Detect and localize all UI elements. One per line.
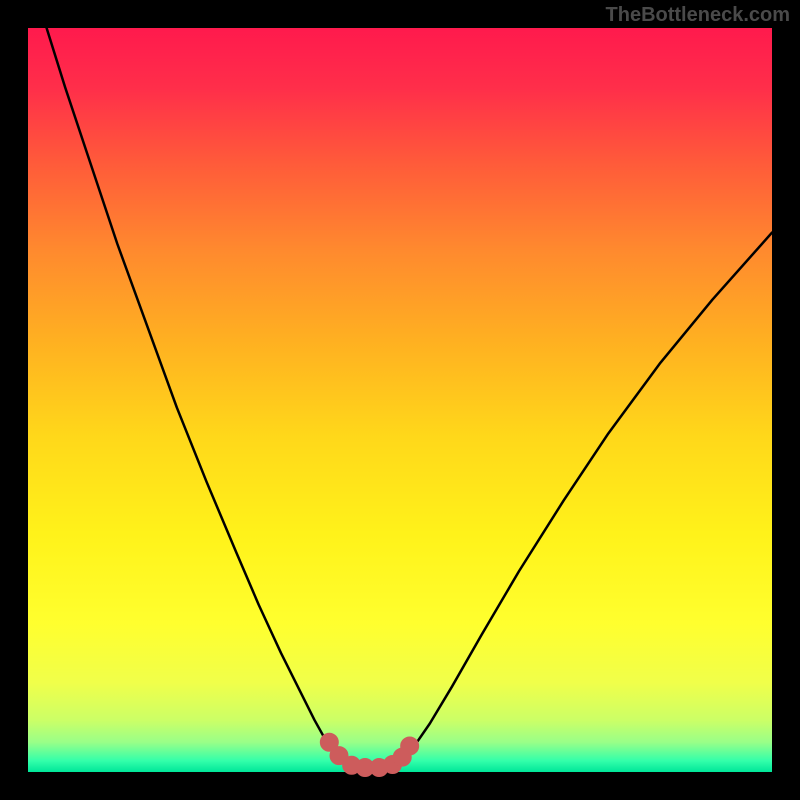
chart-container: TheBottleneck.com — [0, 0, 800, 800]
chart-svg — [0, 0, 800, 800]
curve-marker — [401, 737, 419, 755]
watermark-text: TheBottleneck.com — [606, 4, 790, 27]
plot-background — [28, 28, 772, 772]
